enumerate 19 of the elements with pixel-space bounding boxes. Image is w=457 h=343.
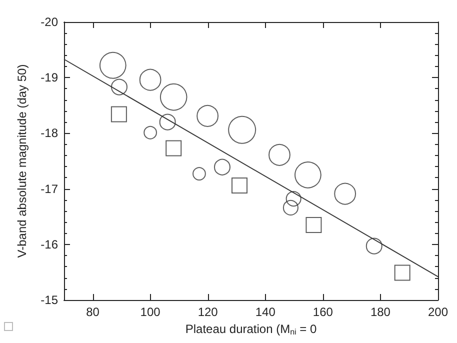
x-tick-label: 180 bbox=[370, 305, 391, 319]
y-tick-label: -18 bbox=[40, 126, 58, 140]
point bbox=[306, 216, 322, 233]
point bbox=[231, 177, 248, 194]
point bbox=[166, 140, 182, 156]
x-tick-label: 120 bbox=[198, 305, 218, 319]
x-tick-label: 100 bbox=[140, 305, 161, 319]
y-tick-label: -20 bbox=[40, 15, 58, 29]
y-axis-title: V-band absolute magnitude (day 50) bbox=[15, 64, 29, 258]
point bbox=[110, 106, 127, 122]
y-tick-label: -16 bbox=[40, 237, 58, 252]
y-tick-label: -19 bbox=[40, 70, 58, 85]
point bbox=[394, 264, 410, 281]
y-tick-label: -15 bbox=[40, 293, 58, 307]
x-tick-label: 160 bbox=[312, 305, 334, 319]
x-tick-label: 140 bbox=[255, 305, 276, 319]
x-tick-label: 200 bbox=[428, 305, 448, 319]
y-tick-label: -17 bbox=[40, 182, 58, 196]
x-tick-label: 80 bbox=[86, 305, 100, 319]
